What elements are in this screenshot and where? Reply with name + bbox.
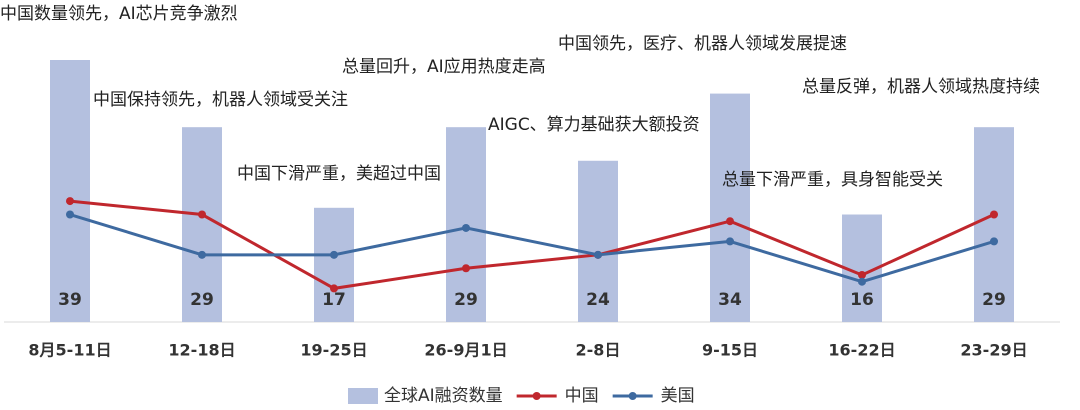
legend-label: 中国: [565, 386, 599, 406]
annotation: AIGC、算力基础获大额投资: [488, 115, 700, 135]
line-point: [594, 250, 602, 259]
x-tick-label: 26-9月1日: [424, 341, 507, 360]
line-point: [462, 264, 470, 273]
x-tick-label: 12-18日: [168, 341, 235, 360]
line-point: [330, 284, 338, 293]
line-point: [858, 270, 866, 279]
x-tick-label: 8月5-11日: [28, 341, 111, 360]
value-label: 16: [850, 290, 874, 310]
value-label: 29: [190, 290, 214, 310]
line-point: [66, 210, 74, 219]
legend-marker: [628, 392, 637, 400]
legend-label: 美国: [661, 386, 695, 406]
legend-marker: [532, 392, 541, 400]
bar: [974, 127, 1014, 322]
bar: [50, 60, 90, 322]
value-label: 24: [586, 290, 610, 310]
value-label: 34: [718, 290, 742, 310]
value-label: 29: [982, 290, 1006, 310]
line-point: [198, 210, 206, 219]
line-point: [990, 210, 998, 219]
x-tick-label: 9-15日: [702, 341, 758, 360]
line: [69, 213, 995, 284]
value-label: 17: [322, 290, 346, 310]
line-point: [198, 250, 206, 259]
value-label: 39: [58, 290, 82, 310]
bar: [182, 127, 222, 322]
bar: [314, 207, 354, 322]
x-tick-label: 16-22日: [828, 341, 895, 360]
line-point: [726, 237, 734, 246]
annotation: 总量下滑严重，具身智能受关: [722, 170, 943, 190]
annotation: 中国数量领先，AI芯片竞争激烈: [0, 4, 238, 24]
x-tick-label: 2-8日: [576, 341, 621, 360]
line-point: [330, 250, 338, 259]
line-point: [462, 223, 470, 232]
annotation: 总量回升，AI应用热度走高: [342, 57, 546, 77]
line: [69, 199, 995, 290]
line-point: [66, 197, 74, 206]
x-tick-label: 19-25日: [300, 341, 367, 360]
value-label: 29: [454, 290, 478, 310]
line-point: [858, 277, 866, 286]
annotation: 中国下滑严重，美超过中国: [237, 164, 441, 184]
legend-swatch: [348, 388, 378, 404]
bar: [578, 160, 618, 322]
x-tick-label: 23-29日: [960, 341, 1027, 360]
annotation: 总量反弹，机器人领域热度持续: [802, 77, 1040, 97]
annotation: 中国领先，医疗、机器人领域发展提速: [558, 34, 847, 54]
legend-label: 全球AI融资数量: [384, 386, 503, 406]
bar: [710, 93, 750, 322]
line-point: [990, 237, 998, 246]
annotation: 中国保持领先，机器人领域受关注: [93, 90, 348, 110]
line-point: [726, 217, 734, 226]
